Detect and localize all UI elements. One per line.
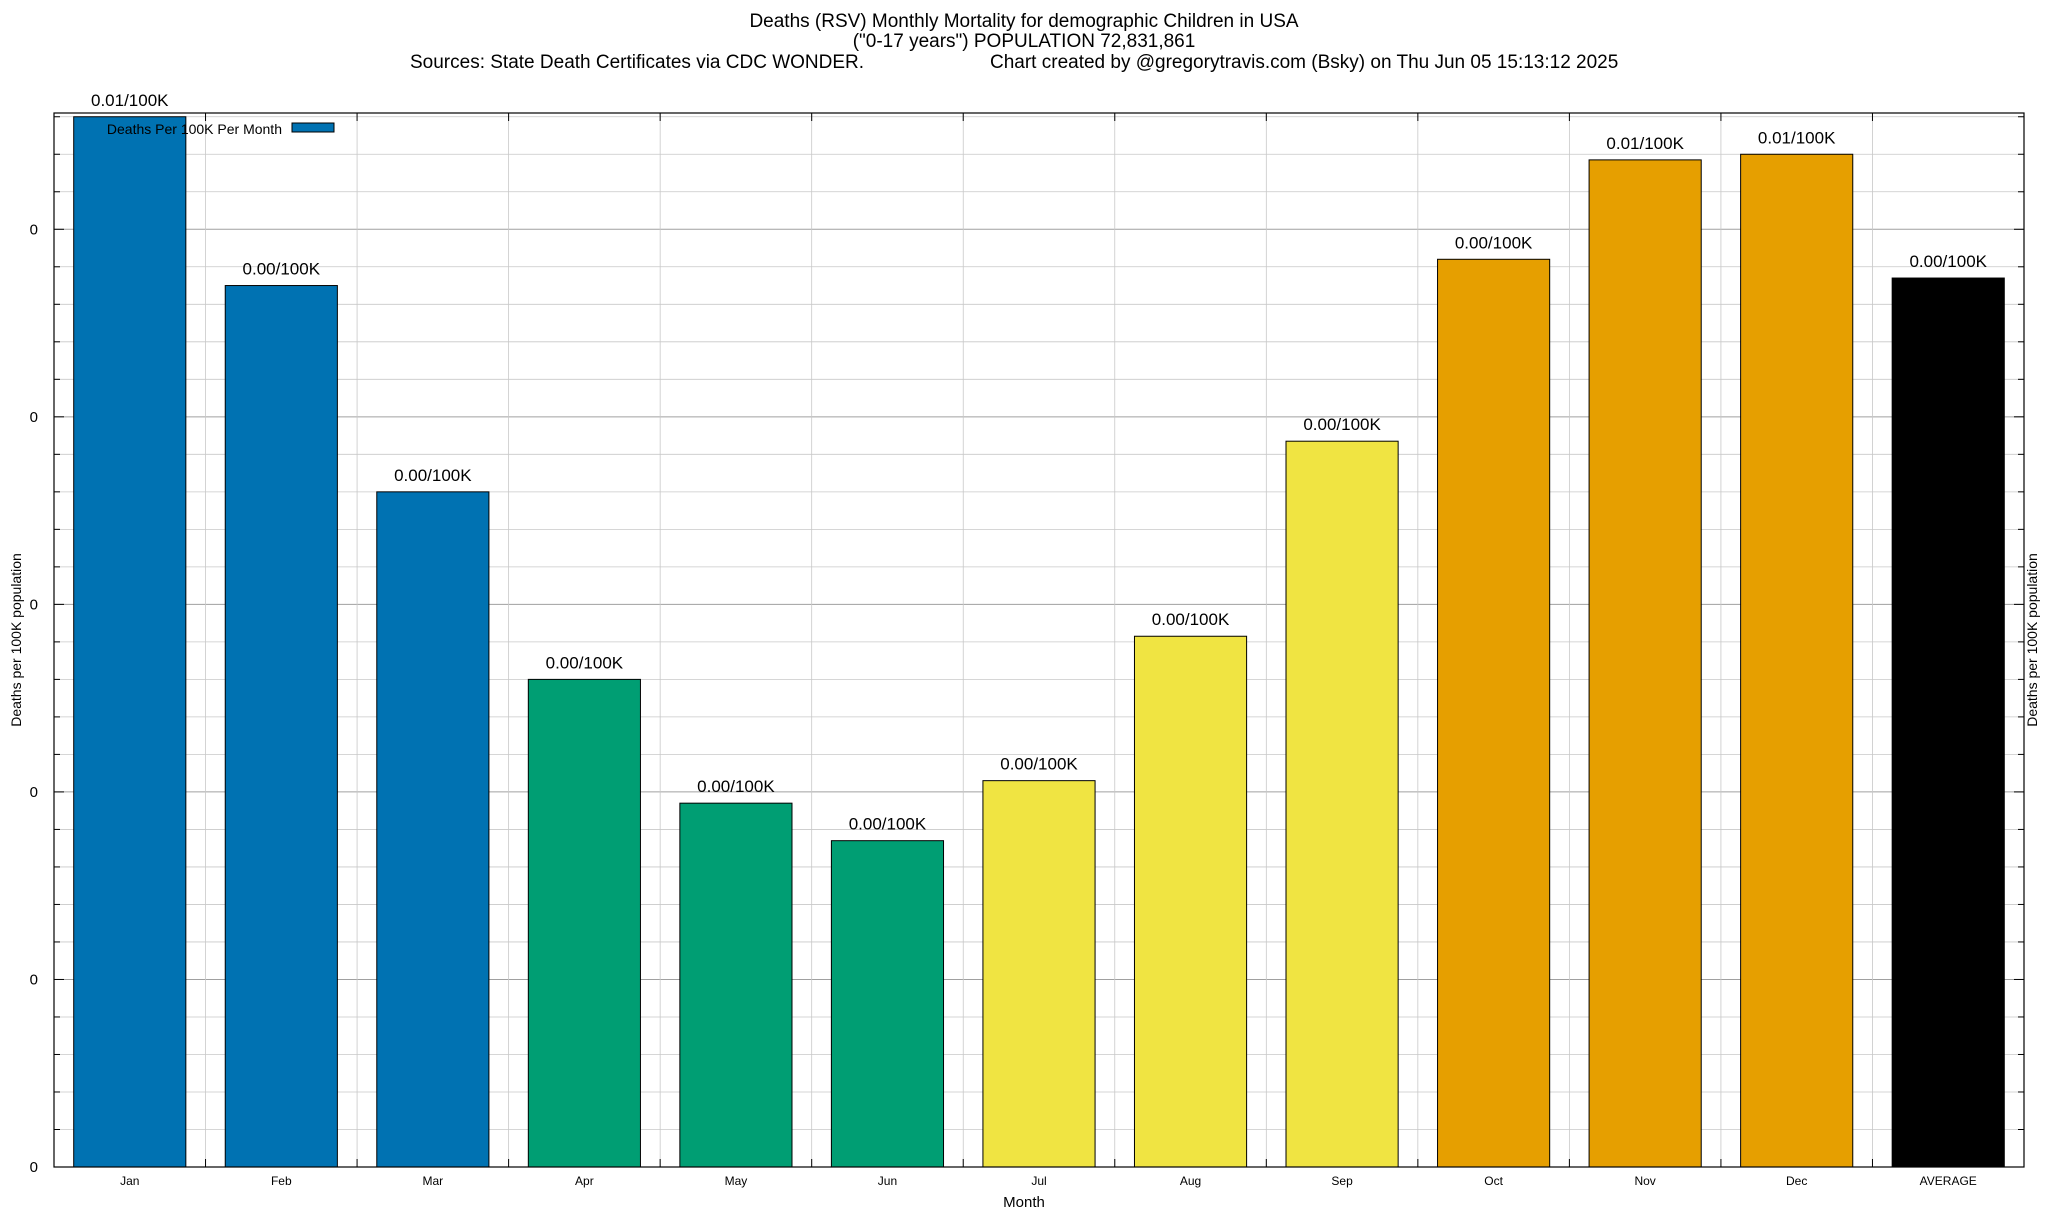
x-tick-label: Feb [271,1174,292,1188]
x-tick-label: Jun [878,1174,897,1188]
data-label: 0.01/100K [91,91,169,110]
x-tick-label: Jul [1031,1174,1046,1188]
x-tick-label: Aug [1180,1174,1201,1188]
x-tick-label: AVERAGE [1920,1174,1977,1188]
legend-label: Deaths Per 100K Per Month [107,121,282,137]
data-label: 0.00/100K [1152,610,1230,629]
chart-subtitle: ("0-17 years") POPULATION 72,831,861 [852,31,1196,52]
bar-apr [527,678,641,1168]
axis-ticks [53,113,2025,1168]
y-tick-label: 0 [30,596,38,613]
plot-frame [53,112,2025,1168]
bar-mar [376,491,490,1168]
y-tick-labels: 0 0 0 0 0 0 [30,221,38,1176]
x-tick-label: Oct [1484,1174,1503,1188]
sources-text: Sources: State Death Certificates via CD… [410,52,865,73]
bar-jul [982,780,1096,1168]
x-axis-label: Month [1003,1194,1045,1211]
x-tick-label: May [725,1174,748,1188]
y-tick-label: 0 [30,971,38,988]
y-tick-label: 0 [30,1159,38,1176]
sources-credit-line: Sources: State Death Certificates via CD… [0,52,2048,73]
bars [73,116,2005,1168]
x-tick-label: Mar [423,1174,444,1188]
legend: Deaths Per 100K Per Month [107,121,335,137]
data-label: 0.00/100K [697,777,775,796]
data-label: 0.00/100K [849,815,927,834]
credit-text: Chart created by @gregorytravis.com (Bsk… [990,52,1619,73]
data-label: 0.01/100K [1758,128,1836,147]
chart-title: Deaths (RSV) Monthly Mortality for demog… [749,11,1299,32]
data-label: 0.00/100K [1303,415,1381,434]
bar-average [1891,277,2005,1168]
x-tick-label: Nov [1634,1174,1655,1188]
x-tick-label: Sep [1331,1174,1353,1188]
data-labels: 0.01/100K 0.00/100K 0.00/100K 0.00/100K 0.00… [91,91,1988,834]
y-tick-label: 0 [30,784,38,801]
bar-sep [1285,440,1399,1168]
bar-nov [1588,159,1702,1168]
chart-title-block: Deaths (RSV) Monthly Mortality for demog… [0,11,2048,74]
legend-swatch [291,122,335,133]
data-label: 0.00/100K [243,260,321,279]
y-tick-label: 0 [30,409,38,426]
data-label: 0.01/100K [1606,134,1684,153]
bar-dec [1740,153,1854,1168]
data-label: 0.00/100K [546,653,624,672]
bar-jun [830,840,945,1168]
bar-feb [224,285,338,1168]
x-tick-label: Apr [575,1174,594,1188]
data-label: 0.00/100K [394,466,472,485]
x-tick-label: Jan [120,1174,139,1188]
bar-aug [1133,635,1248,1168]
x-tick-labels: Jan Feb Mar Apr May Jun Jul Aug Sep Oct Nov Dec AVER… [120,1174,1977,1188]
x-tick-label: Dec [1786,1174,1807,1188]
bar-jan [73,116,187,1168]
data-label: 0.00/100K [1000,755,1078,774]
bar-may [679,802,793,1168]
data-label: 0.00/100K [1455,233,1533,252]
bar-oct [1437,258,1551,1168]
data-label: 0.00/100K [1909,252,1987,271]
y-tick-label: 0 [30,221,38,238]
